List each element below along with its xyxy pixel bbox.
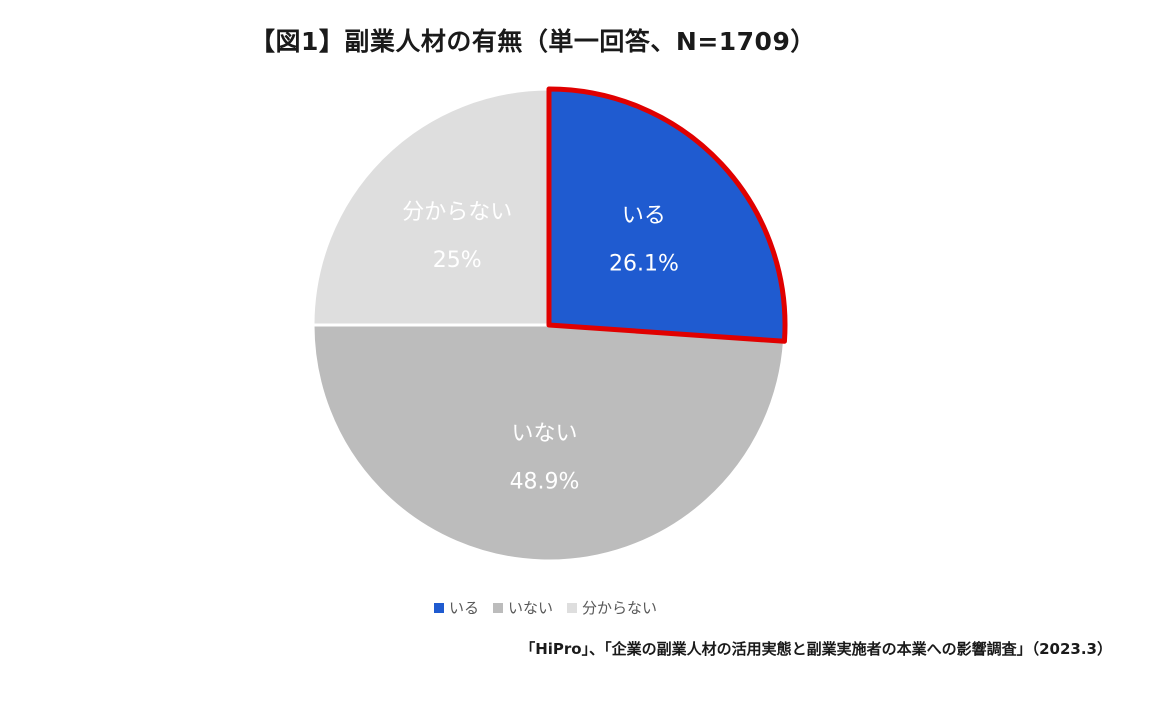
slice-value-iru: 26.1% (609, 251, 679, 276)
slice-label-wakaranai: 分からない (402, 200, 512, 225)
pie-slice-iru (547, 87, 787, 343)
source-citation: 「HiPro」、「企業の副業人材の活用実態と副業実施者の本業への影響調査」（20… (520, 640, 1112, 658)
pie-slice-inai (311, 323, 787, 563)
legend: いる いない 分からない (434, 597, 657, 618)
legend-item-inai: いない (493, 597, 553, 618)
legend-label-inai: いない (508, 599, 554, 617)
slice-label-iru: いる (622, 203, 666, 228)
slice-label-inai: いない (512, 422, 578, 447)
legend-swatch-wakaranai (567, 602, 578, 613)
legend-label-iru: いる (449, 599, 480, 617)
pie-labels: いる 26.1% いない 48.9% 分からない 25% (402, 200, 679, 495)
highlight-outline-iru (546, 86, 788, 344)
legend-item-iru: いる (434, 597, 479, 618)
legend-item-wakaranai: 分からない (567, 597, 657, 618)
legend-label-wakaranai: 分からない (582, 599, 658, 617)
pie-slice-wakaranai (311, 87, 551, 327)
slice-value-inai: 48.9% (510, 470, 580, 495)
legend-swatch-inai (493, 602, 504, 613)
legend-swatch-iru (434, 602, 444, 613)
slice-value-wakaranai: 25% (433, 248, 482, 273)
pie-slices (311, 86, 788, 563)
chart-title: 【図1】副業人材の有無（単一回答、N=1709） (250, 27, 816, 56)
